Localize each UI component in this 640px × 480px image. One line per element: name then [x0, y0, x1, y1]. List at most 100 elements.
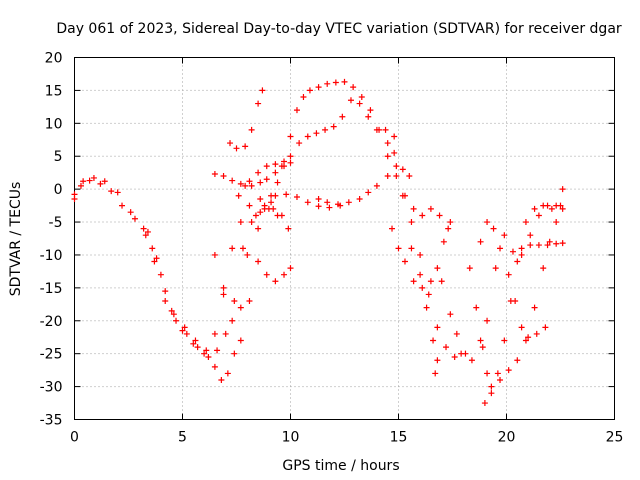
data-point — [535, 212, 542, 219]
data-point — [544, 242, 551, 249]
data-point — [248, 182, 255, 189]
data-point — [453, 330, 460, 337]
data-point — [153, 255, 160, 262]
series-17 — [466, 202, 564, 390]
data-point — [192, 337, 199, 344]
data-point — [473, 304, 480, 311]
data-point — [151, 258, 158, 265]
data-point — [408, 219, 415, 226]
data-point — [497, 245, 504, 252]
tick-marks — [74, 57, 615, 420]
data-point — [399, 192, 406, 199]
data-point — [272, 169, 279, 176]
data-point — [203, 347, 210, 354]
data-point — [257, 209, 264, 216]
data-point — [434, 324, 441, 331]
data-point — [287, 153, 294, 160]
data-point — [268, 199, 275, 206]
series-2 — [71, 174, 277, 384]
data-point — [484, 370, 491, 377]
data-point — [222, 330, 229, 337]
data-point — [492, 265, 499, 272]
y-tick-label: -30 — [40, 380, 63, 396]
data-point — [356, 196, 363, 203]
data-point — [224, 370, 231, 377]
x-tick-label: 15 — [390, 430, 408, 446]
data-point — [447, 219, 454, 226]
data-point — [270, 205, 277, 212]
data-point — [255, 169, 262, 176]
data-point — [257, 179, 264, 186]
data-point — [211, 330, 218, 337]
data-point — [149, 245, 156, 252]
data-point — [443, 344, 450, 351]
data-point — [389, 225, 396, 232]
data-point — [393, 172, 400, 179]
data-point — [248, 126, 255, 133]
data-point — [144, 228, 151, 235]
data-point — [546, 238, 553, 245]
data-point — [531, 205, 538, 212]
data-point — [445, 225, 452, 232]
data-point — [119, 202, 126, 209]
data-point — [477, 337, 484, 344]
series-1 — [71, 177, 281, 360]
series-6 — [211, 153, 294, 187]
data-point — [434, 265, 441, 272]
data-point — [447, 311, 454, 318]
data-point — [255, 225, 262, 232]
data-point — [494, 370, 501, 377]
chart-title: Day 061 of 2023, Sidereal Day-to-day VTE… — [56, 21, 622, 37]
data-point — [257, 196, 264, 203]
data-point — [252, 212, 259, 219]
data-point — [168, 307, 175, 314]
series-14 — [399, 192, 465, 360]
data-point — [347, 97, 354, 104]
data-point — [242, 143, 249, 150]
data-point — [384, 153, 391, 160]
series-9 — [296, 97, 398, 147]
data-point — [488, 390, 495, 397]
data-point — [535, 242, 542, 249]
data-point — [358, 93, 365, 100]
data-point — [263, 163, 270, 170]
data-point — [527, 232, 534, 239]
data-point — [427, 205, 434, 212]
data-point — [408, 245, 415, 252]
data-point — [235, 192, 242, 199]
data-point — [553, 240, 560, 247]
data-point — [373, 182, 380, 189]
data-point — [410, 278, 417, 285]
data-point — [220, 284, 227, 291]
data-point — [263, 176, 270, 183]
data-point — [259, 87, 266, 94]
data-point — [417, 271, 424, 278]
data-point — [330, 123, 337, 130]
data-point — [255, 258, 262, 265]
data-point — [419, 284, 426, 291]
data-point — [548, 205, 555, 212]
data-point — [501, 337, 508, 344]
data-point — [544, 202, 551, 209]
data-point — [90, 174, 97, 181]
data-point — [406, 172, 413, 179]
data-point — [293, 107, 300, 114]
data-point — [287, 265, 294, 272]
data-point — [162, 298, 169, 305]
plot-frame — [74, 57, 615, 420]
data-point — [142, 232, 149, 239]
data-point — [427, 278, 434, 285]
data-point — [401, 258, 408, 265]
data-point — [430, 337, 437, 344]
data-point — [384, 140, 391, 147]
data-point — [505, 271, 512, 278]
data-point — [205, 353, 212, 360]
data-point — [261, 205, 268, 212]
data-point — [274, 179, 281, 186]
y-tick-label: -10 — [40, 248, 63, 264]
x-tick-label: 20 — [498, 430, 516, 446]
data-point — [140, 225, 147, 232]
data-point — [451, 353, 458, 360]
data-point — [304, 133, 311, 140]
